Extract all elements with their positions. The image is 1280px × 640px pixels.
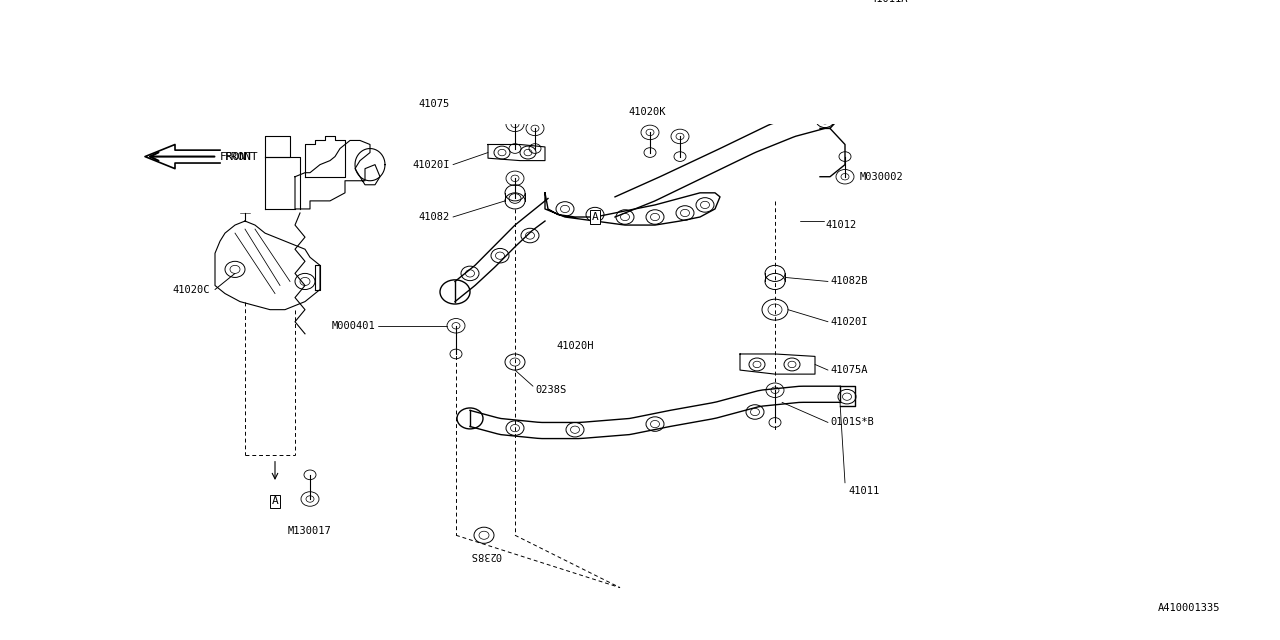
Text: 41020I: 41020I <box>412 159 451 170</box>
Text: 41012: 41012 <box>826 220 856 230</box>
Text: FRONT: FRONT <box>150 152 253 161</box>
Text: 0238S: 0238S <box>535 385 566 396</box>
Text: 41020K: 41020K <box>628 108 666 117</box>
Text: A410001335: A410001335 <box>1157 603 1220 612</box>
Text: 0101S*B: 0101S*B <box>829 417 874 428</box>
Text: 41020C: 41020C <box>173 285 210 294</box>
Text: M030002: M030002 <box>860 172 904 182</box>
Text: 41020H: 41020H <box>557 341 594 351</box>
Text: 41020I: 41020I <box>829 317 868 327</box>
Text: 41011: 41011 <box>849 486 879 496</box>
Text: 41011A: 41011A <box>870 0 908 4</box>
Text: A: A <box>591 212 598 222</box>
Text: 41082B: 41082B <box>829 276 868 287</box>
Text: 41075A: 41075A <box>829 365 868 375</box>
Text: FRONT: FRONT <box>225 152 259 161</box>
Text: 41082: 41082 <box>419 212 451 222</box>
Text: A: A <box>271 497 278 506</box>
Text: M000401: M000401 <box>332 321 375 331</box>
Text: 0238S: 0238S <box>470 550 502 561</box>
Text: 41075: 41075 <box>419 99 451 109</box>
Text: M130017: M130017 <box>288 526 332 536</box>
